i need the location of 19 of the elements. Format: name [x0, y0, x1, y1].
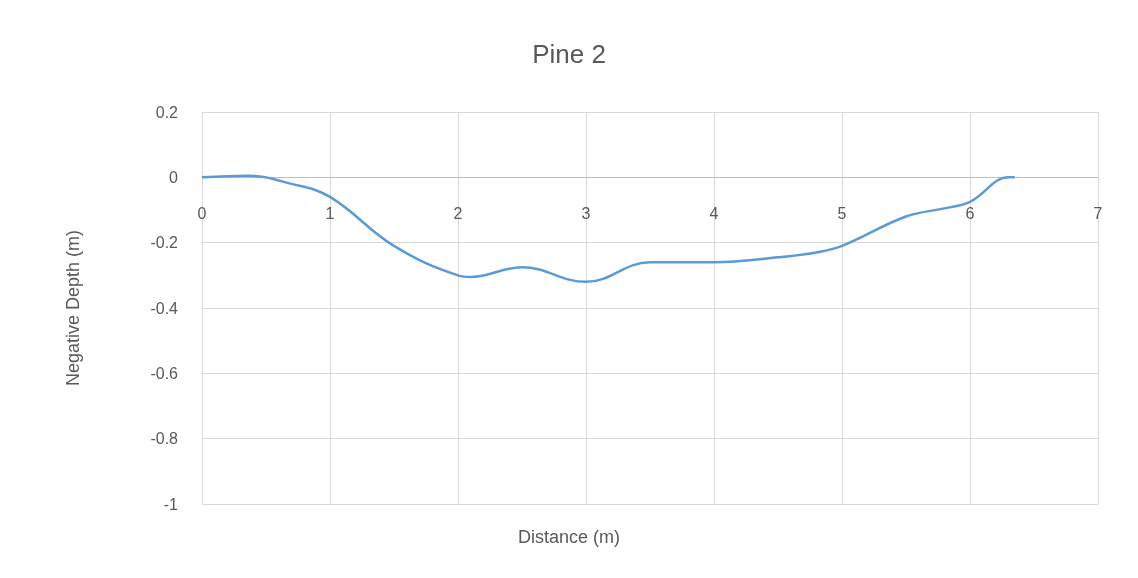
y-tick-label: 0: [169, 168, 179, 186]
x-tick-label: 0: [197, 204, 207, 222]
x-tick-label: 5: [837, 204, 847, 222]
x-tick-label: 2: [453, 204, 463, 222]
x-tick-label: 1: [325, 204, 335, 222]
chart-title: Pine 2: [532, 39, 606, 69]
y-axis-title: Negative Depth (m): [63, 229, 83, 387]
x-tick-label: 3: [581, 204, 591, 222]
y-tick-label: -0.8: [150, 430, 179, 448]
x-axis-title: Distance (m): [517, 527, 621, 547]
x-tick-label: 7: [1093, 204, 1103, 222]
y-tick-label: -1: [163, 495, 179, 513]
line-series: [200, 174, 1017, 284]
x-tick-label: 4: [709, 204, 719, 222]
x-tick-label: 6: [965, 204, 975, 222]
y-tick-label: -0.2: [150, 234, 179, 252]
y-tick-label: -0.6: [150, 364, 179, 382]
y-tick-label: -0.4: [150, 299, 179, 317]
y-tick-label: 0.2: [155, 103, 179, 121]
